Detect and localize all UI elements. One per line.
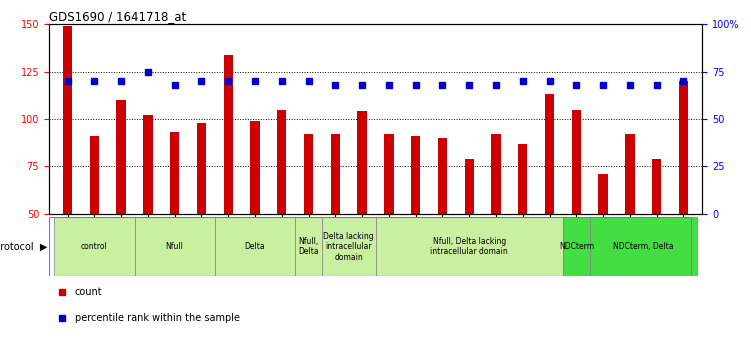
Bar	[250, 121, 260, 214]
Bar	[63, 26, 72, 214]
Bar	[304, 134, 313, 214]
Bar	[134, 217, 215, 276]
Bar	[89, 136, 99, 214]
Text: GDS1690 / 1641718_at: GDS1690 / 1641718_at	[49, 10, 186, 23]
Bar	[116, 100, 126, 214]
Bar	[277, 109, 286, 214]
Text: count: count	[75, 287, 103, 297]
Text: NDCterm, Delta: NDCterm, Delta	[613, 242, 674, 251]
Bar	[295, 217, 322, 276]
Bar	[438, 138, 447, 214]
Text: Delta: Delta	[245, 242, 265, 251]
Bar	[385, 134, 394, 214]
Bar	[679, 81, 688, 214]
Bar	[545, 94, 554, 214]
Bar	[357, 111, 366, 214]
Bar	[54, 217, 134, 276]
Bar	[563, 217, 590, 276]
Bar	[215, 217, 295, 276]
Bar	[590, 217, 697, 276]
Bar	[143, 115, 152, 214]
Bar	[491, 134, 501, 214]
Text: Nfull: Nfull	[166, 242, 183, 251]
Bar	[652, 159, 662, 214]
Bar	[411, 136, 421, 214]
Bar	[224, 55, 233, 214]
Text: control: control	[81, 242, 107, 251]
Text: Nfull, Delta lacking
intracellular domain: Nfull, Delta lacking intracellular domai…	[430, 237, 508, 256]
Bar	[572, 109, 581, 214]
Bar	[197, 123, 206, 214]
Text: protocol  ▶: protocol ▶	[0, 242, 47, 252]
Bar	[625, 134, 635, 214]
Bar	[465, 159, 474, 214]
Text: Nfull,
Delta: Nfull, Delta	[298, 237, 319, 256]
Bar	[518, 144, 527, 214]
Bar	[170, 132, 179, 214]
Bar	[599, 174, 608, 214]
Bar	[330, 134, 340, 214]
Bar	[322, 217, 376, 276]
Text: NDCterm: NDCterm	[559, 242, 594, 251]
Bar	[376, 217, 563, 276]
Text: percentile rank within the sample: percentile rank within the sample	[75, 313, 240, 323]
Text: Delta lacking
intracellular
domain: Delta lacking intracellular domain	[324, 232, 374, 262]
